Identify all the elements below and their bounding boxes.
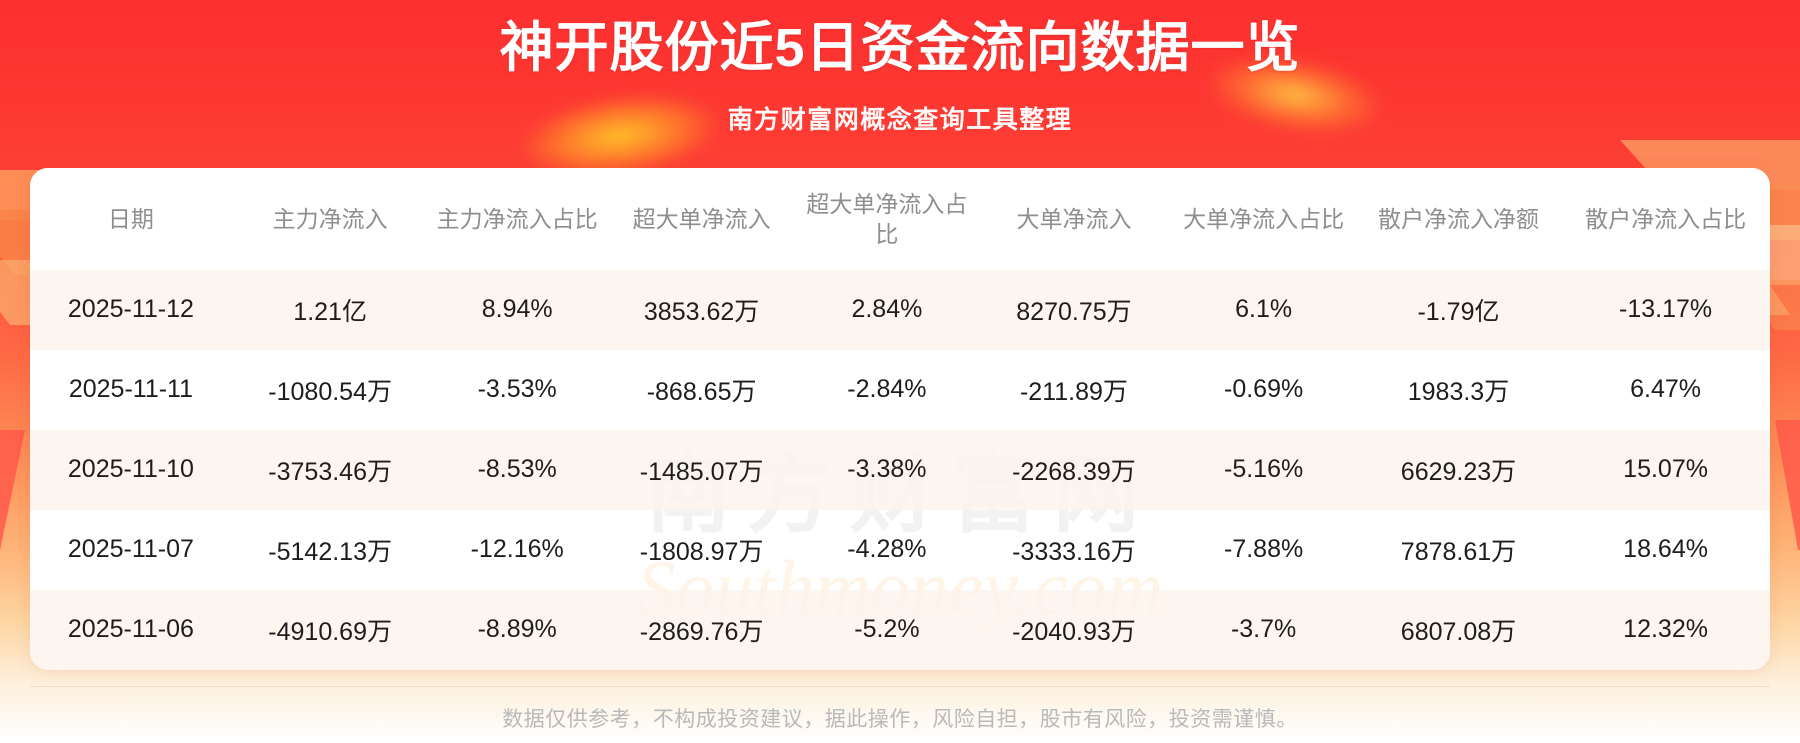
cell-value: 15.07% (1561, 429, 1770, 510)
cell-date: 2025-11-07 (67, 535, 194, 564)
cell-value: -3753.46万 (231, 429, 429, 510)
table-body: 2025-11-12 1.21亿 8.94% 3853.62万 2.84% 8270.75… (30, 269, 1770, 670)
cell-value: -5.16% (1171, 429, 1356, 510)
cell-date: 2025-11-11 (68, 375, 193, 404)
column-header-date: 日期 (30, 168, 232, 270)
footer-divider (30, 686, 1770, 687)
column-header-extra-large-net-inflow: 超大单净流入 (605, 168, 798, 270)
table-header-row: 日期 主力净流入 主力净流入占比 超大单净流入 超大单净流入占比 大单净流入 大… (30, 168, 1770, 270)
cell-value: -1808.97万 (639, 537, 764, 566)
cell-value: -5142.13万 (268, 537, 392, 566)
cell-value: -7.88% (1224, 535, 1304, 564)
cell-value: 6807.08万 (1355, 589, 1562, 670)
cell-value: -2869.76万 (605, 589, 798, 670)
cell-value: 3853.62万 (605, 269, 798, 350)
cell-value: 1.21亿 (231, 269, 429, 350)
cell-date: 2025-11-12 (30, 269, 232, 350)
column-header-retail-net-inflow-amount: 散户净流入净额 (1355, 168, 1562, 270)
table-row: 2025-11-12 1.21亿 8.94% 3853.62万 2.84% 8270.75… (30, 269, 1770, 350)
page-subtitle: 南方财富网概念查询工具整理 (727, 105, 1073, 134)
table-row: 2025-11-06 -4910.69万 -8.89% -2869.76万 -5.2% -… (30, 589, 1770, 670)
cell-value: -3.7% (1171, 589, 1356, 670)
cell-value: -1.79亿 (1355, 269, 1562, 350)
cell-value: -3333.16万 (1012, 537, 1136, 566)
cell-value: -4910.69万 (231, 589, 429, 670)
cell-value: -1485.07万 (605, 429, 798, 510)
column-header-retail-net-inflow-ratio: 散户净流入占比 (1561, 168, 1770, 270)
cell-value: -0.69% (1224, 375, 1304, 404)
column-header-extra-large-net-inflow-ratio: 超大单净流入占比 (797, 168, 977, 270)
table-row: 2025-11-07 -5142.13万 -12.16% -1808.97万 -4.28… (30, 510, 1770, 590)
cell-value: 18.64% (1623, 535, 1708, 564)
cell-value: -2.84% (847, 375, 927, 404)
table-head: 日期 主力净流入 主力净流入占比 超大单净流入 超大单净流入占比 大单净流入 大… (30, 168, 1770, 270)
cell-value: 6629.23万 (1355, 429, 1562, 510)
cell-value: 8.94% (428, 269, 606, 350)
table-row: 2025-11-11 -1080.54万 -3.53% -868.65万 -2.84% -… (30, 350, 1770, 430)
cell-value: -13.17% (1561, 269, 1770, 350)
cell-value: -211.89万 (1019, 377, 1128, 406)
cell-date: 2025-11-10 (30, 429, 232, 510)
cell-value: 7878.61万 (1400, 537, 1517, 566)
footer-disclaimer: 数据仅供参考，不构成投资建议，据此操作，风险自担，股市有风险，投资需谨慎。 (502, 708, 1298, 731)
cell-value: -8.89% (428, 589, 606, 670)
table-row: 2025-11-10 -3753.46万 -8.53% -1485.07万 -3.38%… (30, 429, 1770, 510)
cell-value: -2040.93万 (976, 589, 1172, 670)
cell-value: 6.1% (1171, 269, 1356, 350)
cell-value: 6.47% (1630, 375, 1702, 404)
cell-value: -2268.39万 (976, 429, 1172, 510)
cell-value: -868.65万 (646, 377, 757, 406)
cell-value: -8.53% (428, 429, 606, 510)
data-card: 南方财富网 Southmoney.com 日期 主力净流入 主力净流入占比 超大… (30, 168, 1770, 670)
cell-value: -3.38% (797, 429, 977, 510)
column-header-large-net-inflow-ratio: 大单净流入占比 (1171, 168, 1356, 270)
page-header: 神开股份近5日资金流向数据一览 南方财富网概念查询工具整理 (0, 0, 1800, 136)
column-header-main-net-inflow-ratio: 主力净流入占比 (428, 168, 606, 270)
cell-value: -5.2% (797, 589, 977, 670)
column-header-large-net-inflow: 大单净流入 (976, 168, 1172, 270)
cell-value: 1983.3万 (1407, 377, 1510, 406)
fund-flow-table: 日期 主力净流入 主力净流入占比 超大单净流入 超大单净流入占比 大单净流入 大… (30, 168, 1770, 670)
cell-value: 12.32% (1561, 589, 1770, 670)
cell-value: 2.84% (797, 269, 977, 350)
cell-date: 2025-11-06 (30, 589, 232, 670)
cell-value: 8270.75万 (976, 269, 1172, 350)
cell-value: -3.53% (477, 375, 557, 404)
column-header-main-net-inflow: 主力净流入 (231, 168, 429, 270)
cell-value: -12.16% (470, 535, 564, 564)
cell-value: -1080.54万 (268, 377, 392, 406)
page-title: 神开股份近5日资金流向数据一览 (499, 18, 1301, 78)
cell-value: -4.28% (847, 535, 927, 564)
